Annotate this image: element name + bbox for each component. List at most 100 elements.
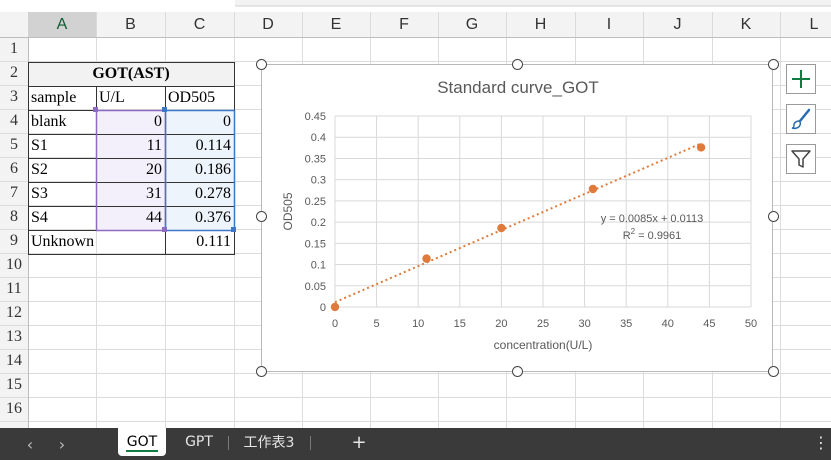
row-header[interactable]: 12 [6,304,22,321]
ul-cell[interactable]: 0 [154,113,162,130]
x-tick-label: 45 [703,318,715,330]
sample-cell[interactable]: S2 [31,161,48,178]
y-tick-label: 0.1 [311,260,326,272]
sample-cell[interactable]: S3 [31,185,48,202]
row-header[interactable]: 7 [10,184,18,201]
data-point[interactable] [422,254,431,263]
filter-icon [791,150,811,168]
column-header[interactable]: F [399,15,409,33]
sample-cell[interactable]: S4 [31,209,48,226]
sample-cell[interactable]: blank [31,113,67,130]
chart-area[interactable]: Standard curve_GOT 0 0.05 0.1 0.15 0.2 0.25 0.3… [261,64,773,372]
trendline-equation: y = 0.0085x + 0.0113 [601,213,704,225]
tab-got[interactable]: GOT [118,428,166,456]
row-header[interactable]: 6 [10,160,18,177]
row-header[interactable]: 15 [6,376,22,393]
column-header[interactable]: J [673,15,682,33]
y-tick-label: 0 [320,302,326,314]
data-point[interactable] [696,143,706,152]
tab-gpt[interactable]: GPT [185,434,213,450]
x-axis-label: concentration(U/L) [494,338,593,352]
plus-icon [792,70,810,88]
tab-separator [228,436,229,450]
ul-cell[interactable]: 20 [146,161,162,178]
y-tick-label: 0.15 [305,238,326,250]
ul-cell[interactable]: 31 [146,185,162,202]
chart-filters-button[interactable] [786,144,816,174]
x-tick-label: 35 [620,318,632,330]
ul-cell[interactable]: 44 [146,209,162,226]
column-header[interactable]: A [28,12,96,37]
table-title-cell[interactable]: GOT(AST) [92,65,170,82]
header-ul-cell[interactable]: U/L [99,89,125,106]
row-header[interactable]: 16 [6,400,22,417]
unknown-sample-cell[interactable]: Unknown [31,233,95,250]
column-header[interactable]: B [125,15,136,33]
row-header[interactable]: 14 [6,352,22,369]
more-options-icon[interactable]: ⋮ [813,432,829,452]
column-header[interactable]: D [262,15,274,33]
scroll-tabs-right-icon[interactable]: › [58,434,66,454]
od-cell[interactable]: 0.278 [195,185,231,202]
resize-handle-bottom-right[interactable] [768,366,779,377]
resize-handle-left[interactable] [256,211,267,222]
x-tick-label: 10 [412,318,424,330]
y-tick-label: 0.35 [305,153,326,165]
column-header[interactable]: C [193,15,206,33]
chart-title: Standard curve_GOT [437,78,599,97]
row-header[interactable]: 10 [6,256,22,273]
od-cell[interactable]: 0.376 [195,209,231,226]
y-tick-label: 0.4 [311,132,326,144]
sample-cell[interactable]: S1 [31,137,48,154]
header-sample-cell[interactable]: sample [31,89,77,106]
resize-handle-right[interactable] [768,211,779,222]
column-header[interactable]: G [465,15,479,33]
chart-elements-button[interactable] [786,64,816,94]
y-tick-label: 0.05 [305,281,326,293]
od-cell[interactable]: 0.186 [195,161,231,178]
row-header[interactable]: 3 [10,88,18,105]
data-point[interactable] [330,302,340,312]
row-header[interactable]: 5 [10,136,18,153]
row-header[interactable]: 1 [10,40,18,57]
scroll-tabs-left-icon[interactable]: ‹ [26,434,34,454]
column-header[interactable]: E [330,15,342,33]
chart-svg: Standard curve_GOT 0 0.05 0.1 0.15 0.2 0.25 0.3… [281,78,757,352]
unknown-od-cell[interactable]: 0.111 [196,233,231,250]
resize-handle-bottom-left[interactable] [256,366,267,377]
row-header[interactable]: 8 [10,208,18,225]
row-header[interactable]: 9 [10,232,18,249]
x-tick-label: 20 [495,318,507,330]
data-point[interactable] [588,184,598,194]
x-tick-label: 0 [332,318,338,330]
column-header[interactable]: I [606,15,612,33]
data-point[interactable] [497,223,506,233]
x-tick-label: 5 [374,318,380,330]
chart-styles-button[interactable] [786,104,816,134]
column-header[interactable]: H [534,15,547,33]
tab-sheet3[interactable]: 工作表3 [243,435,295,451]
resize-handle-top-left[interactable] [256,59,267,70]
row-header[interactable]: 4 [10,112,18,129]
trendline[interactable] [334,142,702,304]
od-cell[interactable]: 0.114 [195,137,231,154]
add-sheet-button[interactable]: + [351,431,367,453]
ul-cell[interactable]: 11 [146,137,162,154]
row-header[interactable]: 2 [10,64,18,81]
y-tick-label: 0.25 [305,196,326,208]
header-od-cell[interactable]: OD505 [168,89,216,106]
x-tick-label: 25 [537,318,549,330]
row-header[interactable]: 13 [6,328,22,345]
y-tick-label: 0.3 [311,175,326,187]
column-header[interactable]: L [809,15,819,33]
y-axis-label: OD505 [281,192,295,230]
resize-handle-bottom[interactable] [512,366,523,377]
row-header[interactable]: 11 [6,280,22,297]
resize-handle-top[interactable] [512,59,523,70]
resize-handle-top-right[interactable] [768,59,779,70]
od-cell[interactable]: 0 [223,113,231,130]
column-header[interactable]: K [740,15,752,33]
x-tick-label: 15 [454,318,466,330]
y-tick-label: 0.45 [305,111,326,123]
